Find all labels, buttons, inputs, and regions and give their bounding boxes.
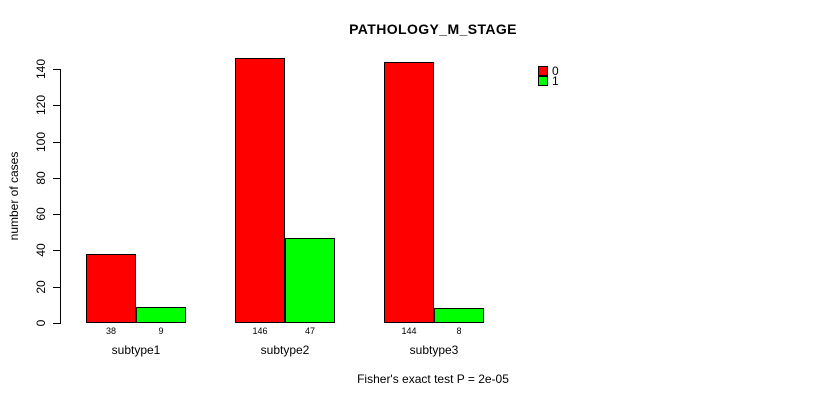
y-tick-label: 40 [34,243,48,258]
y-axis-tick [53,323,60,324]
y-axis-tick [53,250,60,252]
y-axis-line [60,69,61,324]
bar-series0-subtype3 [384,62,434,323]
y-tick-label: 100 [34,131,48,152]
y-tick-label: 120 [34,95,48,116]
y-axis-tick [53,69,60,70]
y-tick-label: 0 [34,319,48,327]
legend-label-1: 1 [552,74,559,88]
bar-value-label: 144 [401,326,417,336]
y-axis-tick [53,141,60,143]
x-category-label: subtype1 [111,343,161,357]
bar-value-label: 9 [158,326,164,336]
y-axis-tick [53,286,60,288]
bar-value-label: 146 [252,326,268,336]
y-tick-label: 60 [34,207,48,221]
legend-swatch-1 [538,76,548,86]
x-category-label: subtype3 [409,343,459,357]
x-category-label: subtype2 [260,343,310,357]
legend-label-0: 0 [552,64,559,78]
y-axis-tick [53,177,60,179]
bar-value-label: 8 [456,326,462,336]
y-axis-tick [53,214,60,216]
y-tick-label: 20 [34,280,48,294]
bar-series1-subtype3 [434,308,484,323]
chart-title: PATHOLOGY_M_STAGE [349,21,517,37]
legend-swatch-0 [538,66,548,76]
y-axis-tick [53,105,60,107]
bar-value-label: 47 [304,326,316,336]
bar-series1-subtype2 [285,238,335,323]
bar-series0-subtype1 [86,254,136,323]
bar-value-label: 38 [105,326,117,336]
stat-caption: Fisher's exact test P = 2e-05 [357,372,509,386]
y-axis-label: number of cases [7,151,21,241]
y-tick-label: 140 [34,58,48,80]
bar-series1-subtype1 [136,307,186,323]
y-tick-label: 80 [34,171,48,185]
bar-series0-subtype2 [235,58,285,323]
